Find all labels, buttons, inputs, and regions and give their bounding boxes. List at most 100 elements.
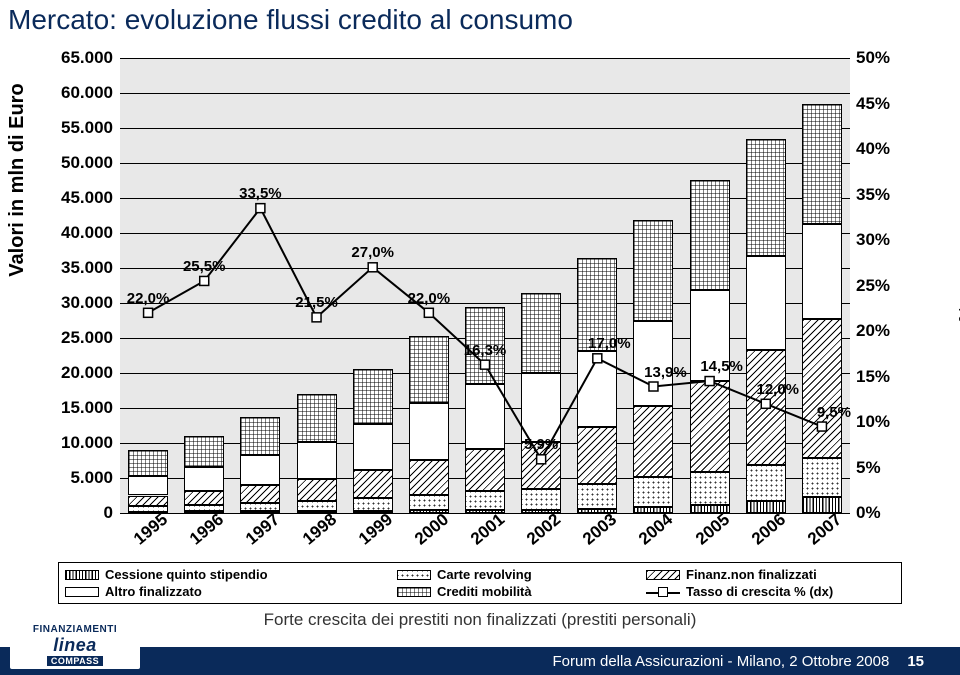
line-data-label: 13,9% xyxy=(644,364,687,381)
bar-group xyxy=(184,58,224,513)
line-data-label: 17,0% xyxy=(588,335,631,352)
line-data-label: 22,0% xyxy=(408,290,451,307)
line-data-label: 14,5% xyxy=(700,358,743,375)
bar-segment xyxy=(521,489,561,510)
bar-segment xyxy=(353,470,393,498)
y2-tick: 30% xyxy=(856,230,890,250)
x-axis-labels: 1995199619971998199920002001200220032004… xyxy=(120,516,850,556)
bar-segment xyxy=(802,224,842,319)
bar-segment xyxy=(128,450,168,476)
y2-tick: 15% xyxy=(856,367,890,387)
y-axis-right-label: var.% xyxy=(956,300,960,360)
y-axis-label: Valori in mln di Euro xyxy=(6,80,29,280)
bar-segment xyxy=(409,403,449,460)
y2-tick: 45% xyxy=(856,94,890,114)
bar-segment xyxy=(802,497,842,513)
x-label: 1995 xyxy=(130,510,172,550)
bar-group xyxy=(297,58,337,513)
y-tick: 5.000 xyxy=(70,468,113,488)
bar-segment xyxy=(353,424,393,470)
legend-label: Cessione quinto stipendio xyxy=(105,567,268,582)
bar-group xyxy=(577,58,617,513)
line-data-label: 12,0% xyxy=(756,381,799,398)
bar-segment xyxy=(633,220,673,321)
bar-segment xyxy=(353,498,393,511)
bar-segment xyxy=(128,496,168,507)
bar-segment xyxy=(746,501,786,513)
y-tick: 0 xyxy=(104,503,113,523)
line-data-label: 27,0% xyxy=(351,244,394,261)
bar-segment xyxy=(633,477,673,506)
bar-segment xyxy=(240,455,280,485)
legend-label: Altro finalizzato xyxy=(105,584,202,599)
bar-segment xyxy=(577,427,617,484)
line-data-label: 9,5% xyxy=(817,404,851,421)
y-tick: 65.000 xyxy=(61,48,113,68)
bar-segment xyxy=(184,491,224,505)
logo-brand: linea xyxy=(53,635,97,656)
y-tick: 55.000 xyxy=(61,118,113,138)
y-tick: 50.000 xyxy=(61,153,113,173)
line-data-label: 5,9% xyxy=(524,436,558,453)
x-label: 2000 xyxy=(411,510,453,550)
y2-tick: 20% xyxy=(856,321,890,341)
x-label: 2006 xyxy=(748,510,790,550)
bar-segment xyxy=(297,479,337,501)
x-label: 1997 xyxy=(242,510,284,550)
bar-segment xyxy=(802,104,842,224)
bar-segment xyxy=(690,381,730,472)
line-data-label: 21,5% xyxy=(295,294,338,311)
legend-item: Tasso di crescita % (dx) xyxy=(646,584,895,599)
bar-segment xyxy=(802,458,842,497)
bar-group xyxy=(746,58,786,513)
bar-group xyxy=(690,58,730,513)
footer-text: Forum della Assicurazioni - Milano, 2 Ot… xyxy=(552,653,889,670)
bar-segment xyxy=(353,369,393,424)
y-tick: 40.000 xyxy=(61,223,113,243)
chart-legend: Cessione quinto stipendio Carte revolving… xyxy=(58,562,902,604)
bar-segment xyxy=(577,509,617,513)
legend-label: Carte revolving xyxy=(437,567,532,582)
logo-top: FINANZIAMENTI xyxy=(33,624,117,635)
bar-segment xyxy=(746,465,786,501)
bar-segment xyxy=(746,350,786,466)
bar-segment xyxy=(128,506,168,512)
bar-segment xyxy=(409,460,449,495)
legend-label: Finanz.non finalizzati xyxy=(686,567,817,582)
y2-tick: 0% xyxy=(856,503,881,523)
line-data-label: 33,5% xyxy=(239,185,282,202)
bar-segment xyxy=(690,180,730,291)
chart-area: 22,0%25,5%33,5%21,5%27,0%22,0%16,3%5,9%1… xyxy=(120,58,850,513)
bar-group xyxy=(240,58,280,513)
y-tick: 20.000 xyxy=(61,363,113,383)
bar-segment xyxy=(746,139,786,256)
legend-swatch xyxy=(397,587,431,597)
bar-segment xyxy=(577,484,617,509)
legend-item: Crediti mobilità xyxy=(397,584,646,599)
y-tick: 60.000 xyxy=(61,83,113,103)
x-label: 2007 xyxy=(804,510,846,550)
bar-group xyxy=(802,58,842,513)
page-title: Mercato: evoluzione flussi credito al co… xyxy=(8,4,573,36)
x-label: 2003 xyxy=(579,510,621,550)
logo-sub: COMPASS xyxy=(47,656,103,666)
legend-swatch xyxy=(65,587,99,597)
bar-segment xyxy=(577,351,617,427)
legend-swatch xyxy=(646,587,680,597)
bar-segment xyxy=(690,472,730,504)
y2-tick: 25% xyxy=(856,276,890,296)
legend-item: Altro finalizzato xyxy=(65,584,397,599)
x-label: 2002 xyxy=(523,510,565,550)
bar-segment xyxy=(633,406,673,477)
x-label: 2001 xyxy=(467,510,509,550)
footer: Forum della Assicurazioni - Milano, 2 Ot… xyxy=(0,647,960,675)
legend-label: Crediti mobilità xyxy=(437,584,532,599)
bar-segment xyxy=(409,336,449,403)
bar-segment xyxy=(184,436,224,467)
legend-label: Tasso di crescita % (dx) xyxy=(686,584,833,599)
logo: FINANZIAMENTI linea COMPASS xyxy=(10,621,140,669)
bar-group xyxy=(633,58,673,513)
legend-item: Finanz.non finalizzati xyxy=(646,567,895,582)
y-tick: 25.000 xyxy=(61,328,113,348)
bar-segment xyxy=(690,505,730,513)
